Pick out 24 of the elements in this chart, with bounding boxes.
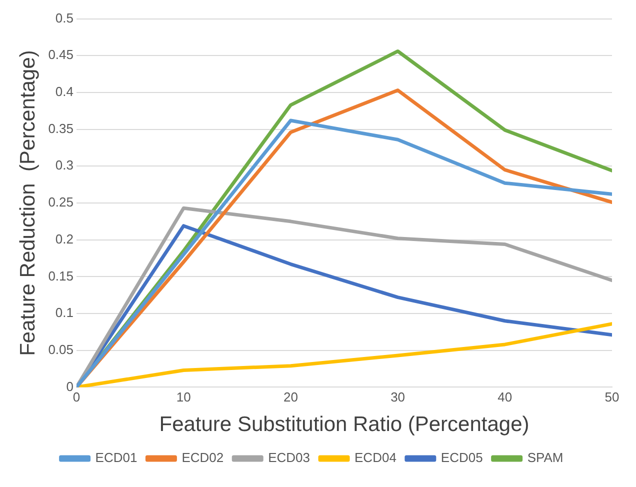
y-tick-label: 0.5 xyxy=(55,10,74,26)
legend-label: ECD03 xyxy=(268,450,310,466)
y-tick-label: 0.1 xyxy=(55,305,74,320)
y-tick-label: 0.25 xyxy=(48,194,74,210)
y-tick-label: 0.3 xyxy=(55,158,74,173)
x-axis-title: Feature Substitution Ratio (Percentage) xyxy=(159,413,530,436)
y-tick-label: 0.4 xyxy=(55,84,74,100)
legend-label: ECD02 xyxy=(182,450,224,466)
legend-label: ECD01 xyxy=(95,450,138,466)
x-tick-label: 30 xyxy=(390,390,406,405)
x-tick-label: 10 xyxy=(176,390,191,405)
x-tick-label: 50 xyxy=(604,390,620,405)
legend-label: SPAM xyxy=(527,450,564,466)
y-tick-label: 0.05 xyxy=(48,342,74,357)
x-tick-label: 20 xyxy=(283,390,298,405)
y-tick-label: 0 xyxy=(66,378,74,394)
y-tick-label: 0.45 xyxy=(48,47,74,62)
legend-label: ECD04 xyxy=(354,450,396,466)
legend-label: ECD05 xyxy=(440,450,483,466)
y-tick-label: 0.15 xyxy=(48,268,74,284)
y-tick-label: 0.2 xyxy=(55,231,74,246)
x-tick-label: 40 xyxy=(498,390,512,405)
y-tick-label: 0.35 xyxy=(48,120,74,136)
y-axis-title: Feature Reduction (Percentage) xyxy=(16,50,40,356)
